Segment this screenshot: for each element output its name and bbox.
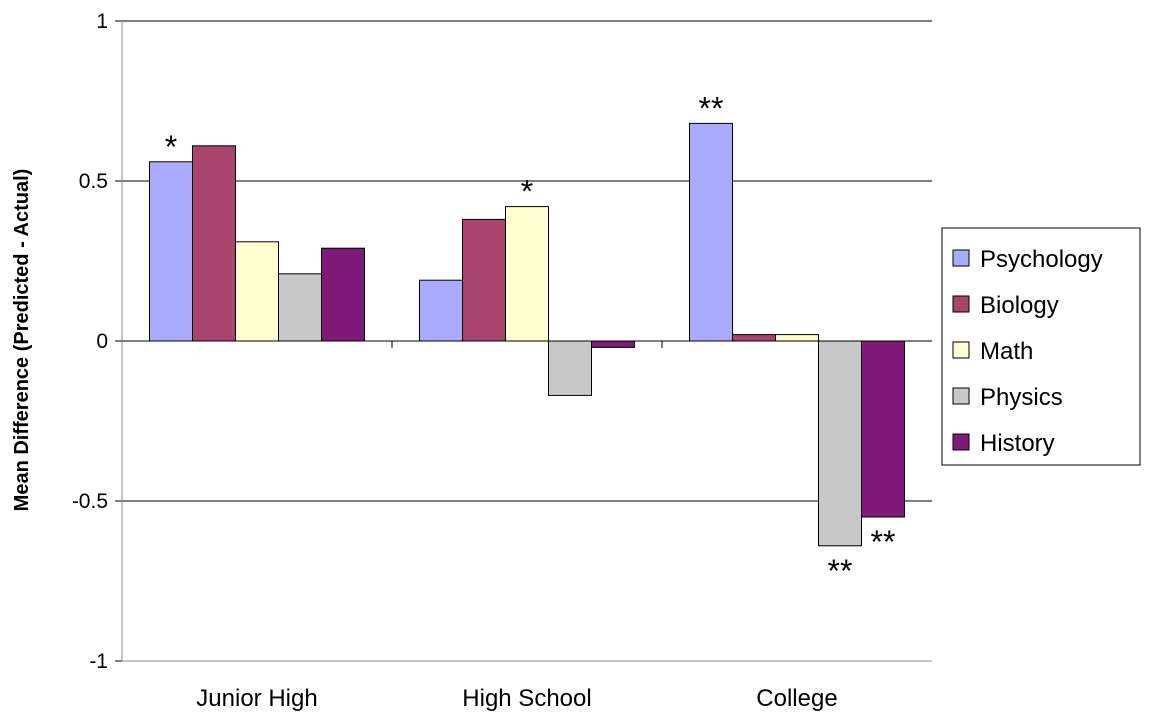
legend-label: Psychology [980, 246, 1103, 273]
legend-label: Physics [980, 384, 1063, 411]
bar [321, 247, 365, 342]
significance-marker: * [165, 129, 177, 165]
bar [419, 279, 463, 342]
y-tick-label: 0.5 [79, 170, 108, 193]
significance-marker: ** [828, 553, 853, 589]
legend-swatch [952, 433, 970, 451]
y-tick-label: -0.5 [72, 490, 108, 513]
x-category-label: Junior High [196, 685, 317, 712]
legend-box [941, 227, 1141, 466]
bar [149, 161, 193, 342]
bar [861, 340, 905, 518]
x-category-label: College [756, 685, 837, 712]
bar [462, 218, 506, 342]
x-category-label: High School [462, 685, 591, 712]
legend-label: History [980, 430, 1055, 457]
significance-marker: ** [699, 90, 724, 126]
bar [505, 206, 549, 342]
bar [689, 122, 733, 342]
y-tick-label: 0 [96, 330, 108, 353]
legend-label: Math [980, 338, 1033, 365]
legend-label: Biology [980, 292, 1059, 319]
gridlines [122, 20, 932, 502]
significance-marker: * [521, 174, 533, 210]
axes: -1 -0.5 0 0.5 1 Junior High High School College [72, 10, 932, 712]
legend-swatch [952, 249, 970, 267]
legend: Psychology Biology Math Physics History [941, 227, 1141, 466]
legend-swatch [952, 341, 970, 359]
bar [775, 334, 819, 342]
bar [192, 145, 236, 342]
bar [591, 340, 635, 348]
legend-swatch [952, 387, 970, 405]
bar [732, 334, 776, 342]
legend-swatch [952, 295, 970, 313]
y-axis-label: Mean Difference (Predicted - Actual) [11, 169, 33, 512]
bars [149, 122, 905, 547]
significance-annotations: ******** [165, 90, 896, 588]
y-tick-label: -1 [89, 650, 108, 673]
bar [278, 273, 322, 342]
bar [548, 340, 592, 396]
bar [235, 241, 279, 342]
bar [818, 340, 862, 547]
significance-marker: ** [871, 524, 896, 560]
y-tick-label: 1 [96, 10, 108, 33]
